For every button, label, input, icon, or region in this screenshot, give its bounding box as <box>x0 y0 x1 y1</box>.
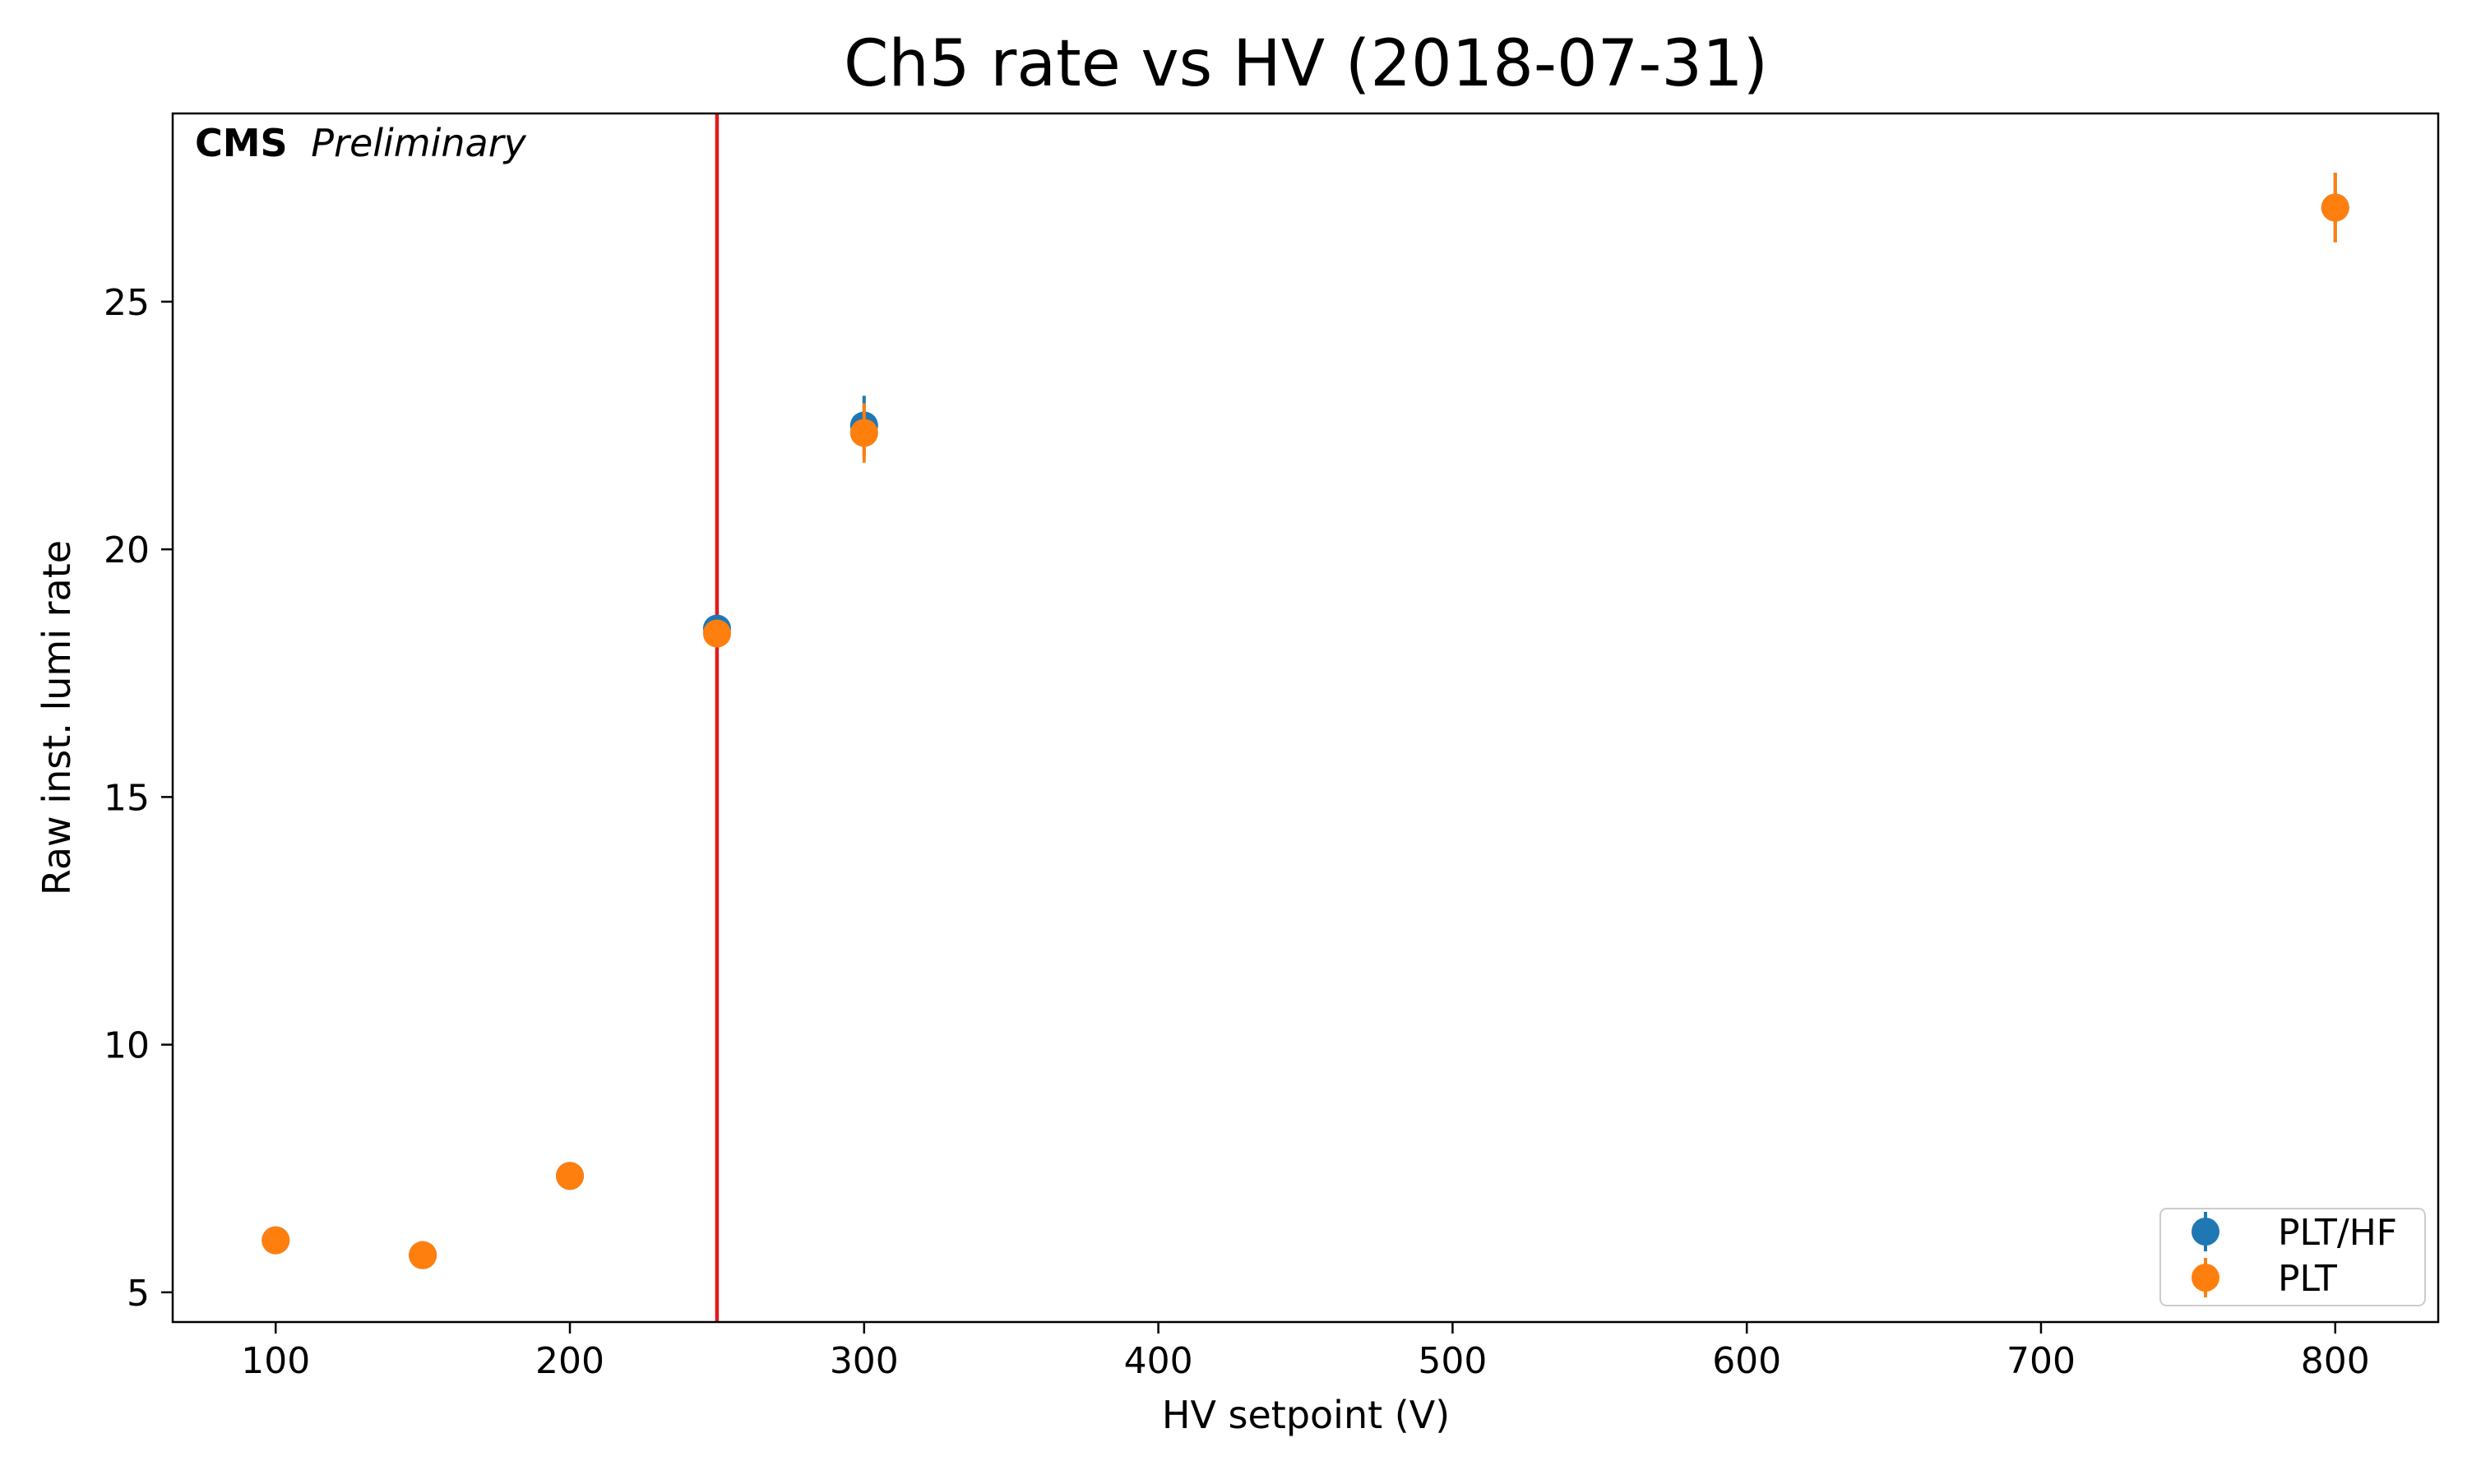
x-tick-label: 200 <box>535 1340 604 1382</box>
y-tick-label: 15 <box>104 777 150 819</box>
x-tick-label: 700 <box>2006 1340 2076 1382</box>
cms-preliminary-annotation: CMS Preliminary <box>195 121 527 165</box>
y-tick-label: 5 <box>127 1273 150 1315</box>
legend-label: PLT <box>2278 1258 2337 1300</box>
x-axis: 100 200 300 400 500 600 700 800 <box>241 1322 2370 1382</box>
x-tick-label: 600 <box>1712 1340 1781 1382</box>
chart-title: Ch5 rate vs HV (2018-07-31) <box>844 27 1768 101</box>
series-plt-hf <box>262 173 2349 1269</box>
data-point <box>702 619 731 648</box>
data-point <box>2321 193 2349 222</box>
legend-marker <box>2192 1264 2219 1292</box>
data-point <box>849 418 878 447</box>
x-tick-label: 500 <box>1418 1340 1487 1382</box>
plot-frame <box>171 112 2440 1324</box>
y-tick-label: 10 <box>104 1025 150 1067</box>
legend-item: PLT <box>2192 1258 2337 1300</box>
x-tick-label: 400 <box>1124 1340 1193 1382</box>
legend-marker <box>2192 1218 2219 1246</box>
legend-box <box>2159 1208 2426 1306</box>
y-axis: 5 10 15 20 25 <box>104 282 173 1315</box>
plot-area <box>262 113 2349 1322</box>
series-plt <box>262 173 2349 1269</box>
x-tick-label: 800 <box>2301 1340 2370 1382</box>
data-point <box>556 1162 585 1190</box>
x-tick-label: 300 <box>830 1340 899 1382</box>
y-tick-label: 20 <box>104 529 150 571</box>
y-tick-label: 25 <box>104 282 150 324</box>
legend-item: PLT/HF <box>2192 1212 2397 1254</box>
x-tick-label: 100 <box>241 1340 310 1382</box>
cms-label: CMS <box>195 121 288 165</box>
x-axis-label: HV setpoint (V) <box>1162 1393 1450 1437</box>
data-point <box>409 1241 437 1269</box>
preliminary-label: Preliminary <box>311 121 526 165</box>
legend-label: PLT/HF <box>2278 1212 2397 1254</box>
data-point <box>262 1226 290 1255</box>
y-axis-label: Raw inst. lumi rate <box>35 540 79 895</box>
